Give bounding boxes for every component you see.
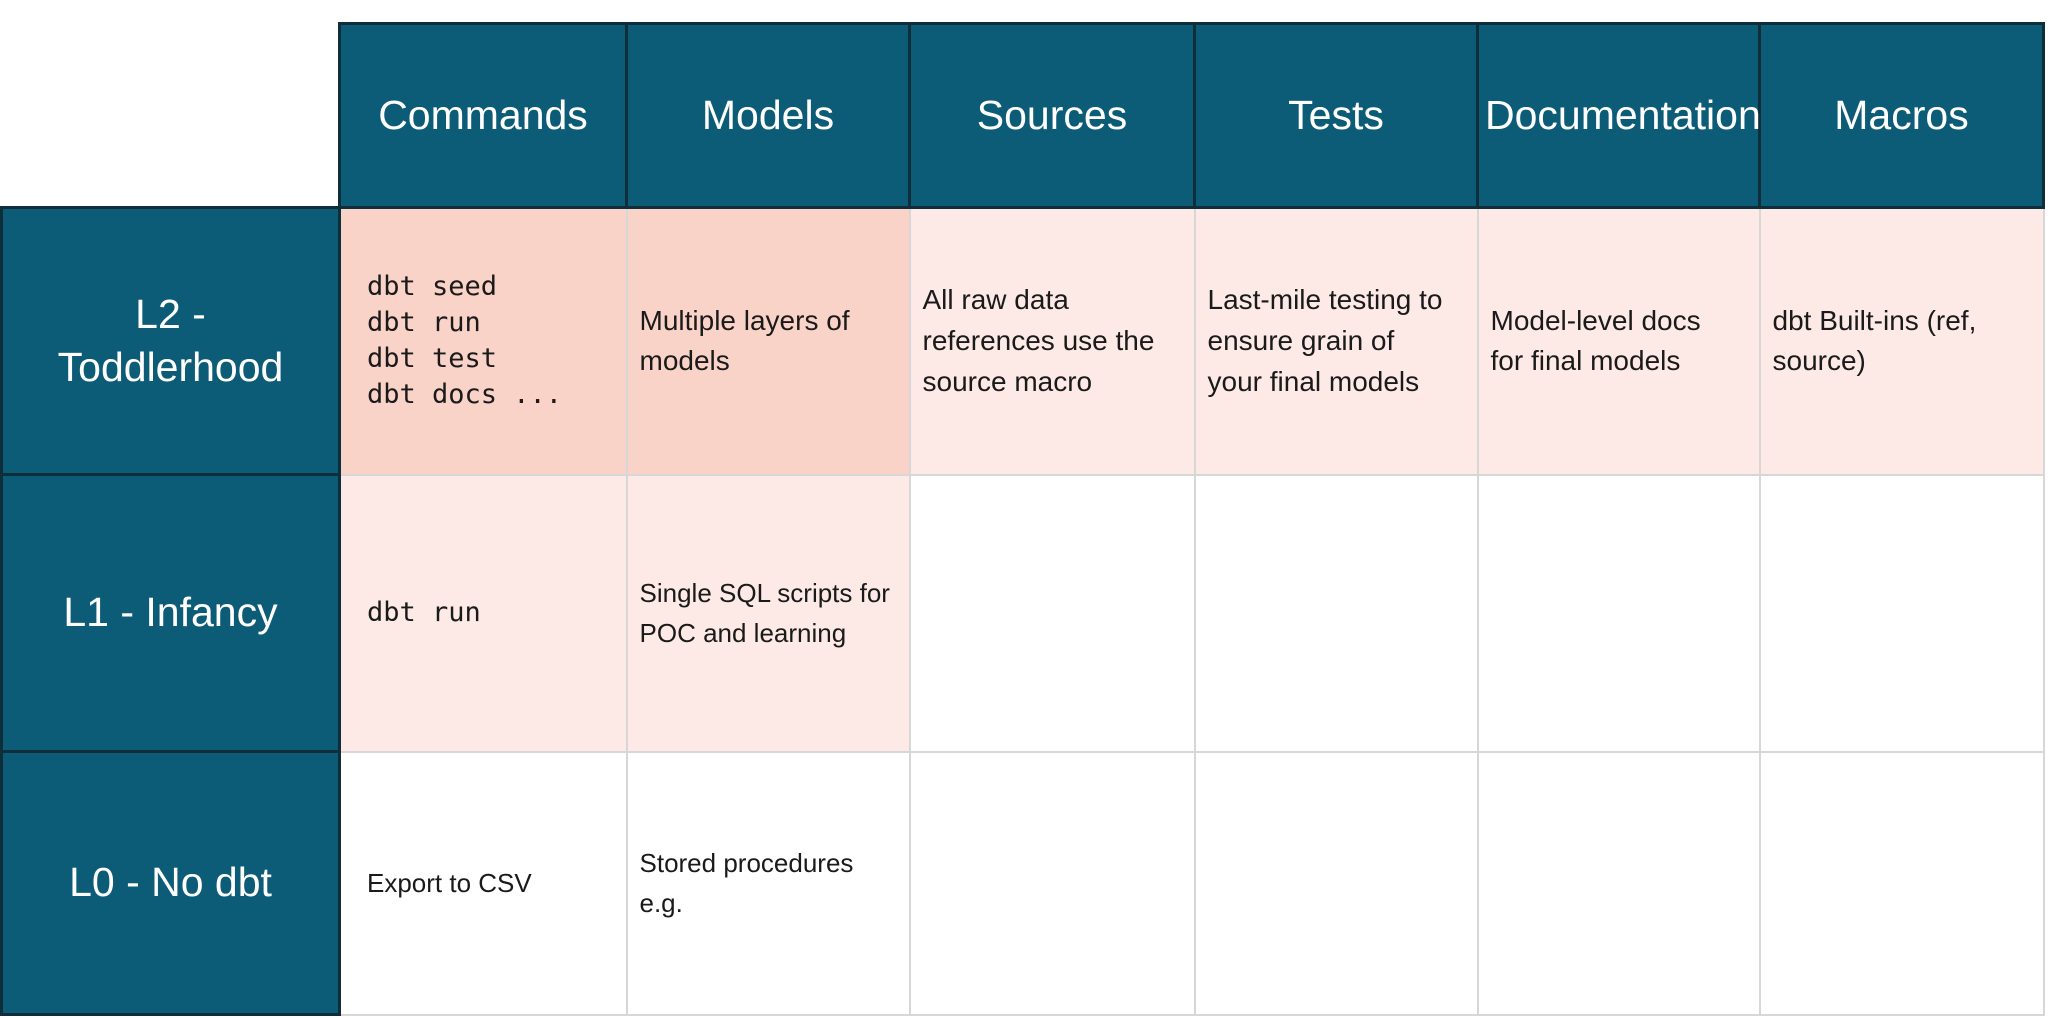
cell-l0-commands: Export to CSV	[338, 750, 628, 1016]
table-row-l0: L0 - No dbt Export to CSV Stored procedu…	[0, 750, 2045, 1016]
cell-l2-models: Multiple layers of models	[625, 206, 911, 476]
cell-l1-models: Single SQL scripts for POC and learning	[625, 473, 911, 753]
row-header-l2: L2 - Toddlerhood	[0, 206, 341, 476]
cell-l1-documentation	[1476, 473, 1761, 753]
table-row-l2: L2 - Toddlerhood dbt seed dbt run dbt te…	[0, 206, 2045, 476]
column-header-commands: Commands	[338, 22, 628, 209]
row-header-l1: L1 - Infancy	[0, 473, 341, 753]
column-header-models: Models	[625, 22, 911, 209]
cell-l1-macros	[1758, 473, 2045, 753]
column-header-tests: Tests	[1193, 22, 1479, 209]
cell-l1-tests	[1193, 473, 1479, 753]
header-row: Commands Models Sources Tests Documentat…	[1, 22, 2045, 209]
maturity-table: Commands Models Sources Tests Documentat…	[0, 22, 2045, 1016]
cell-l0-sources	[908, 750, 1196, 1016]
cell-l2-commands: dbt seed dbt run dbt test dbt docs ...	[338, 206, 628, 476]
cell-l2-macros: dbt Built-ins (ref, source)	[1758, 206, 2045, 476]
cell-l0-tests	[1193, 750, 1479, 1016]
cell-l1-sources	[908, 473, 1196, 753]
column-header-sources: Sources	[908, 22, 1196, 209]
column-header-macros: Macros	[1758, 22, 2045, 209]
cell-l1-commands: dbt run	[338, 473, 628, 753]
cell-l0-models: Stored procedures e.g.	[625, 750, 911, 1016]
cell-l0-macros	[1758, 750, 2045, 1016]
cell-l2-sources: All raw data references use the source m…	[908, 206, 1196, 476]
cell-l2-documentation: Model-level docs for final models	[1476, 206, 1761, 476]
table-row-l1: L1 - Infancy dbt run Single SQL scripts …	[0, 473, 2045, 753]
column-header-documentation: Documentation	[1476, 22, 1761, 209]
corner-cell	[1, 23, 340, 208]
cell-l0-documentation	[1476, 750, 1761, 1016]
row-header-l0: L0 - No dbt	[0, 750, 341, 1016]
cell-l2-tests: Last-mile testing to ensure grain of you…	[1193, 206, 1479, 476]
